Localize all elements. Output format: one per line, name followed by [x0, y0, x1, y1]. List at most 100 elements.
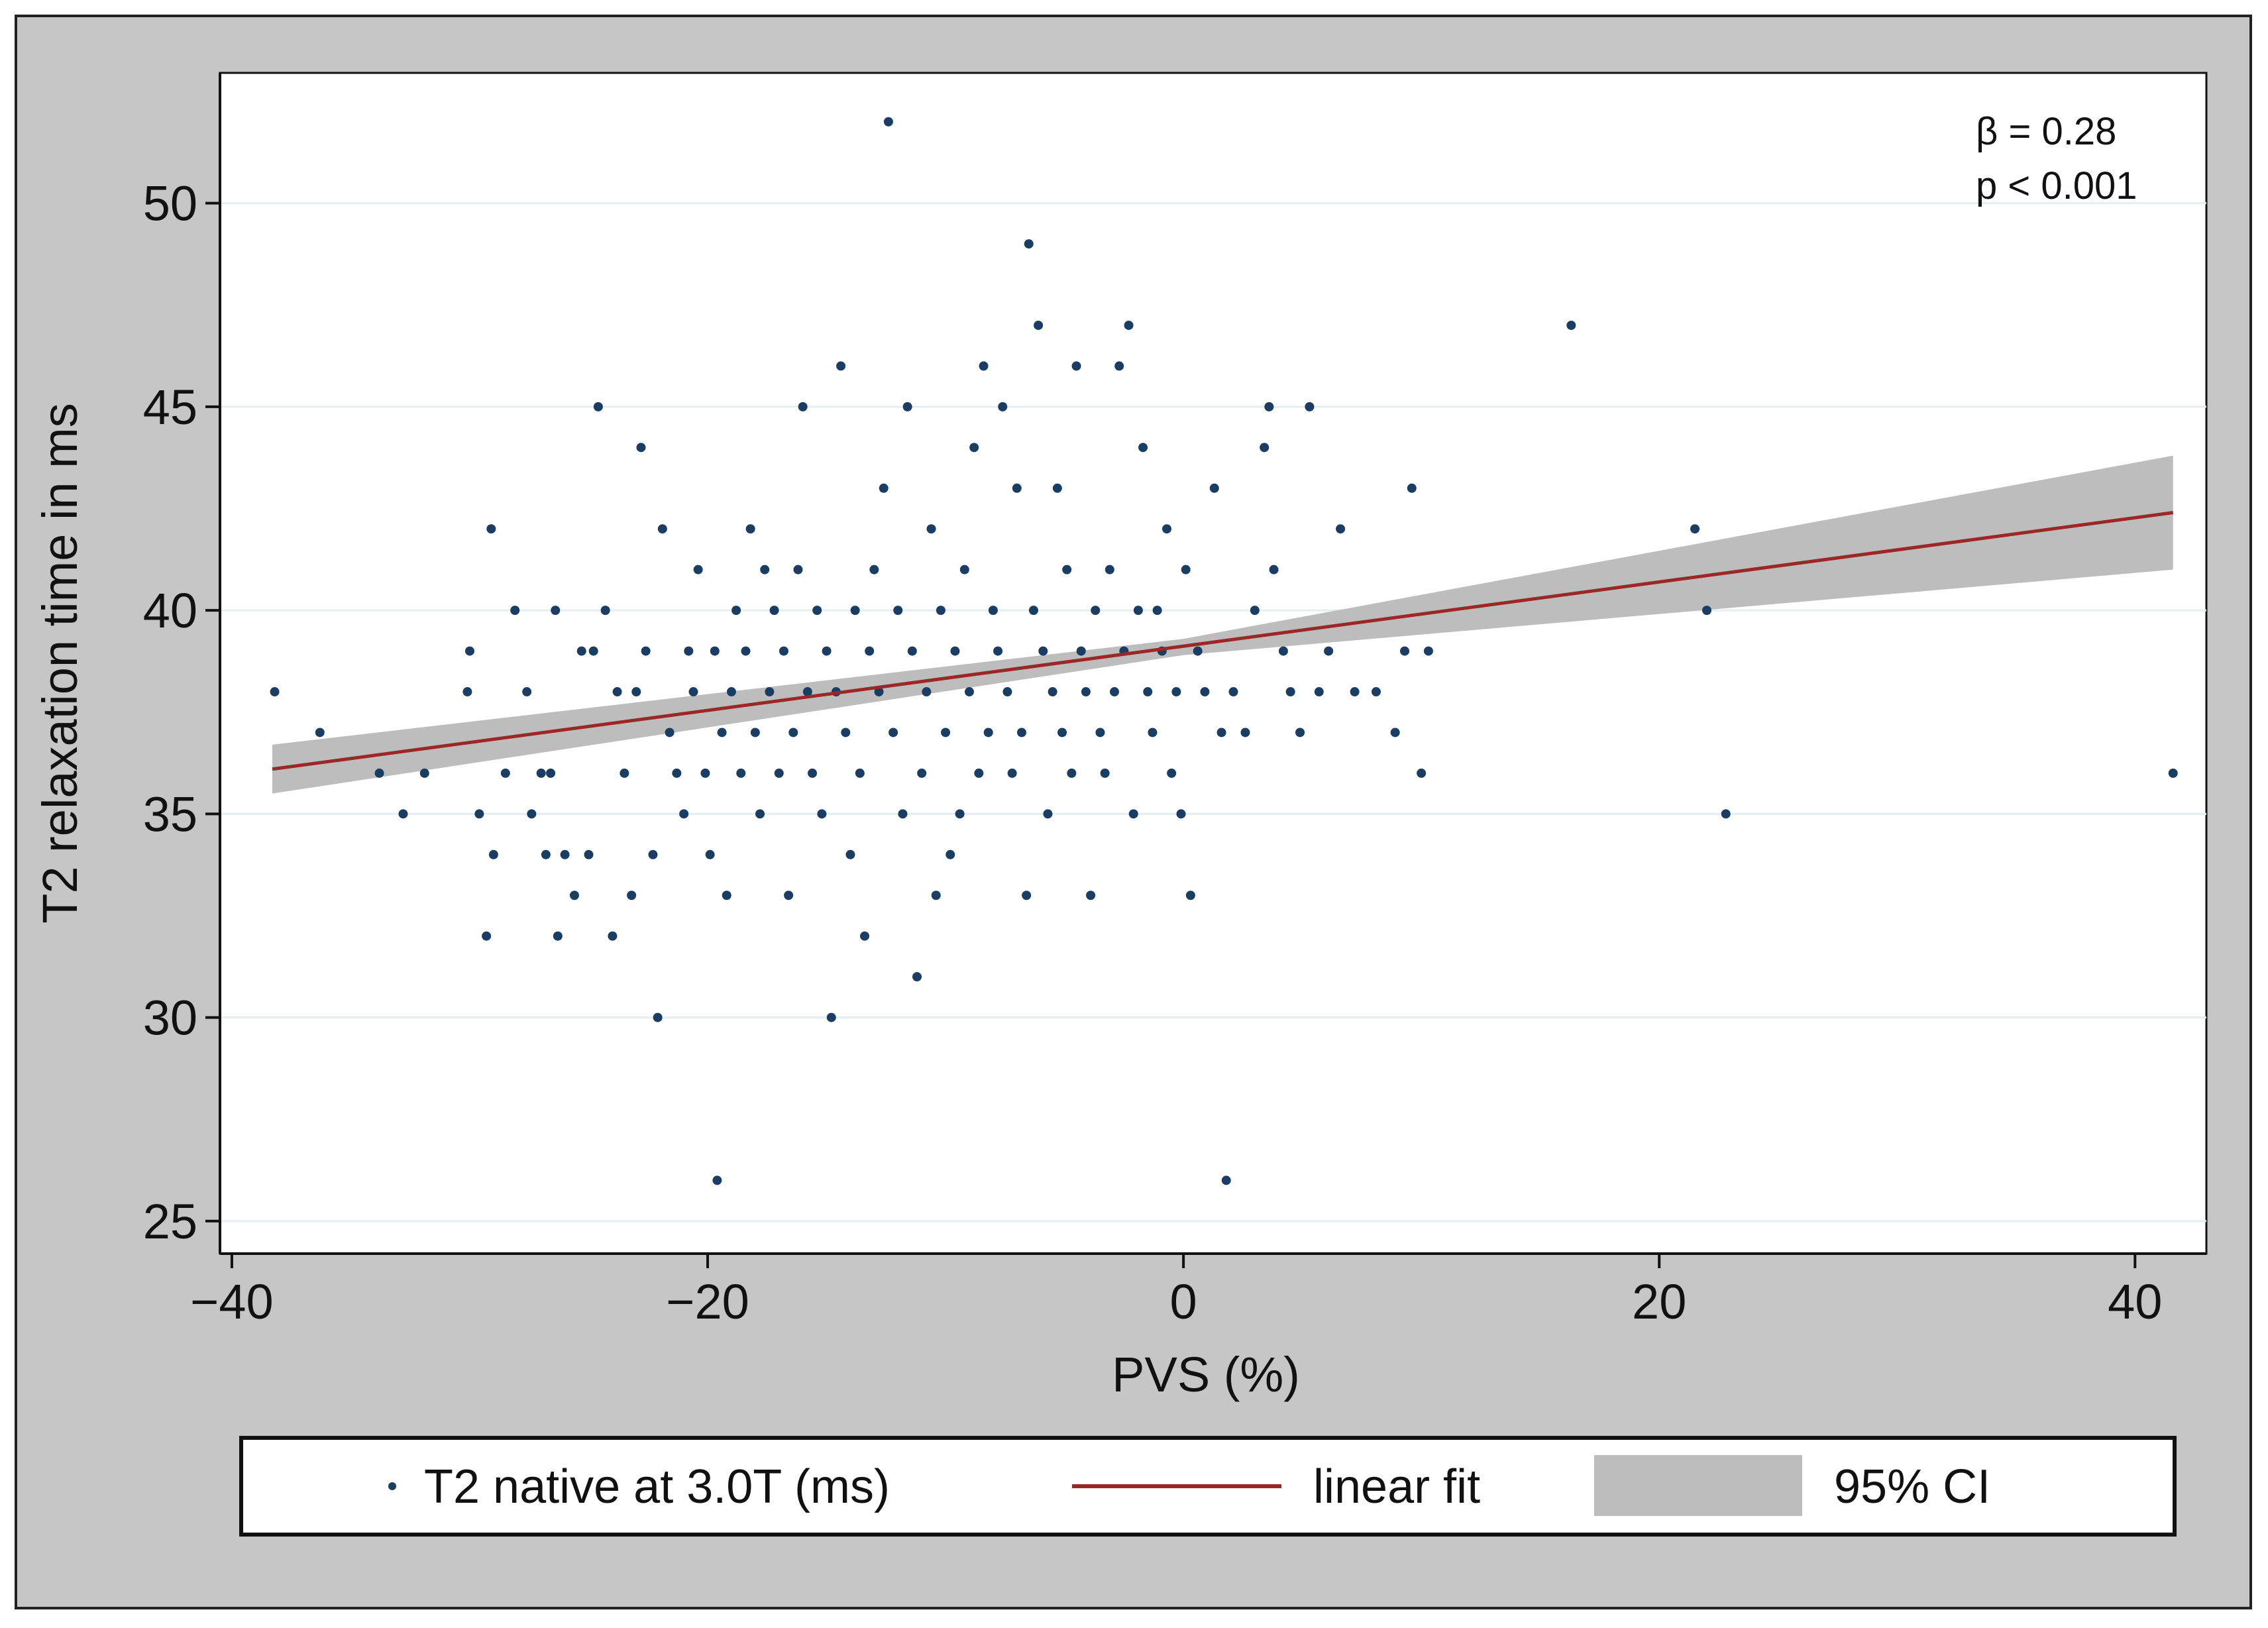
data-point	[726, 687, 736, 697]
data-point	[1250, 606, 1260, 616]
data-point	[869, 565, 879, 574]
data-point	[1067, 768, 1077, 778]
data-point	[745, 524, 755, 534]
data-point	[700, 768, 710, 778]
data-point	[1221, 1175, 1231, 1185]
data-point	[993, 646, 1003, 656]
data-point	[879, 483, 889, 493]
data-point	[1260, 443, 1269, 453]
data-point	[474, 809, 484, 819]
data-point	[912, 972, 922, 982]
data-point	[969, 443, 979, 453]
data-point	[679, 809, 689, 819]
data-point	[798, 402, 808, 411]
data-point	[979, 361, 989, 371]
x-tick-label: 40	[2108, 1274, 2162, 1329]
legend-label-fit: linear fit	[1313, 1460, 1480, 1513]
y-axis-label: T2 relaxation time in ms	[32, 403, 87, 924]
data-point	[774, 768, 784, 778]
data-point	[1240, 728, 1250, 737]
data-point	[631, 687, 641, 697]
annotation-beta: β = 0.28	[1976, 110, 2116, 153]
data-point	[845, 849, 855, 859]
plot-area	[219, 72, 2208, 1255]
data-point	[1114, 361, 1124, 371]
data-point	[1143, 687, 1153, 697]
data-point	[1128, 809, 1138, 819]
data-point	[784, 891, 794, 900]
data-point	[1133, 606, 1143, 616]
data-point	[2168, 768, 2178, 778]
data-point	[736, 768, 746, 778]
data-point	[1007, 768, 1017, 778]
data-point	[1390, 728, 1400, 737]
x-tick-label: 20	[1632, 1274, 1686, 1329]
ci-band	[272, 455, 2173, 794]
data-point	[1336, 524, 1346, 534]
y-tick-label: 40	[143, 583, 197, 638]
data-point	[641, 646, 651, 656]
data-point	[1105, 565, 1114, 574]
data-point	[983, 728, 993, 737]
y-tick-label: 35	[143, 787, 197, 841]
data-point	[588, 646, 598, 656]
data-point	[1071, 361, 1081, 371]
data-point	[808, 768, 818, 778]
data-point	[874, 687, 884, 697]
data-point	[1043, 809, 1053, 819]
data-point	[1024, 239, 1034, 249]
data-point	[1152, 606, 1162, 616]
data-point	[812, 606, 822, 616]
data-point	[1081, 687, 1091, 697]
data-point	[536, 768, 546, 778]
data-point	[902, 402, 912, 411]
x-tick-label: −20	[666, 1274, 749, 1329]
data-point	[755, 809, 765, 819]
data-point	[551, 606, 561, 616]
data-point	[788, 728, 798, 737]
data-point	[855, 768, 865, 778]
data-point	[1295, 728, 1305, 737]
legend: T2 native at 3.0T (ms) linear fit 95% CI	[239, 1436, 2177, 1537]
data-point	[688, 687, 698, 697]
scatter-points	[270, 117, 2178, 1185]
data-point	[802, 687, 812, 697]
data-point	[510, 606, 520, 616]
data-point	[1721, 809, 1731, 819]
x-ticks: −40 −20 0 20 40	[190, 1254, 2162, 1329]
y-tick-label: 25	[143, 1194, 197, 1249]
data-point	[1028, 606, 1038, 616]
data-point	[950, 646, 960, 656]
data-point	[1012, 483, 1022, 493]
data-point	[374, 768, 384, 778]
data-point	[612, 687, 622, 697]
data-point	[693, 565, 703, 574]
data-point	[712, 1175, 722, 1185]
data-point	[486, 524, 496, 534]
data-point	[883, 117, 893, 127]
data-point	[907, 646, 917, 656]
data-point	[998, 402, 1008, 411]
data-point	[750, 728, 760, 737]
data-point	[826, 1012, 836, 1022]
data-point	[488, 849, 498, 859]
x-tick-label: 0	[1170, 1274, 1197, 1329]
data-point	[672, 768, 682, 778]
data-point	[1185, 891, 1195, 900]
fit-line-layer	[272, 511, 2174, 771]
data-point	[600, 606, 610, 616]
data-point	[653, 1012, 663, 1022]
data-point	[1161, 524, 1171, 534]
data-point	[1181, 565, 1191, 574]
data-point	[931, 891, 941, 900]
data-point	[1038, 646, 1048, 656]
data-point	[576, 646, 586, 656]
data-point	[1052, 483, 1062, 493]
ci-band-layer	[272, 455, 2173, 794]
data-point	[865, 646, 875, 656]
x-tick-label: −40	[190, 1274, 274, 1329]
data-point	[620, 768, 629, 778]
data-point	[1109, 687, 1119, 697]
data-point	[270, 687, 280, 697]
legend-label-points: T2 native at 3.0T (ms)	[424, 1460, 890, 1513]
